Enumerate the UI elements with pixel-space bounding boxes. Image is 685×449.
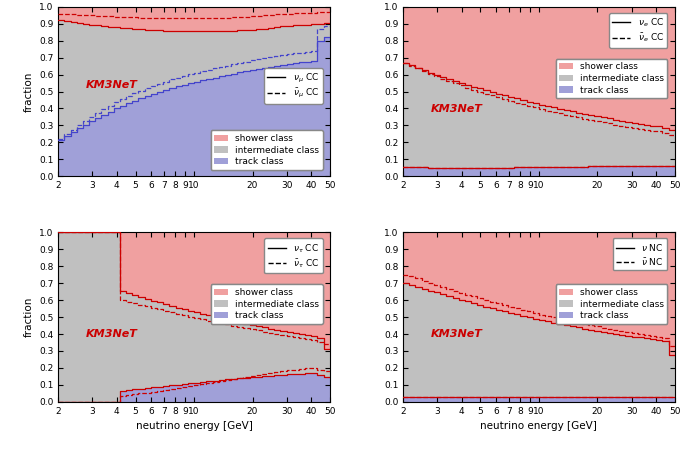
Legend: shower class, intermediate class, track class: shower class, intermediate class, track … bbox=[556, 59, 667, 98]
X-axis label: neutrino energy [GeV]: neutrino energy [GeV] bbox=[480, 421, 597, 431]
Legend: shower class, intermediate class, track class: shower class, intermediate class, track … bbox=[210, 131, 323, 170]
Y-axis label: fraction: fraction bbox=[23, 297, 34, 337]
Text: KM3NeT: KM3NeT bbox=[430, 104, 482, 114]
Legend: shower class, intermediate class, track class: shower class, intermediate class, track … bbox=[210, 284, 323, 324]
Text: KM3NeT: KM3NeT bbox=[86, 80, 137, 90]
Legend: shower class, intermediate class, track class: shower class, intermediate class, track … bbox=[556, 284, 667, 324]
Y-axis label: fraction: fraction bbox=[23, 71, 34, 112]
Text: KM3NeT: KM3NeT bbox=[430, 330, 482, 339]
X-axis label: neutrino energy [GeV]: neutrino energy [GeV] bbox=[136, 421, 253, 431]
Text: KM3NeT: KM3NeT bbox=[86, 330, 137, 339]
